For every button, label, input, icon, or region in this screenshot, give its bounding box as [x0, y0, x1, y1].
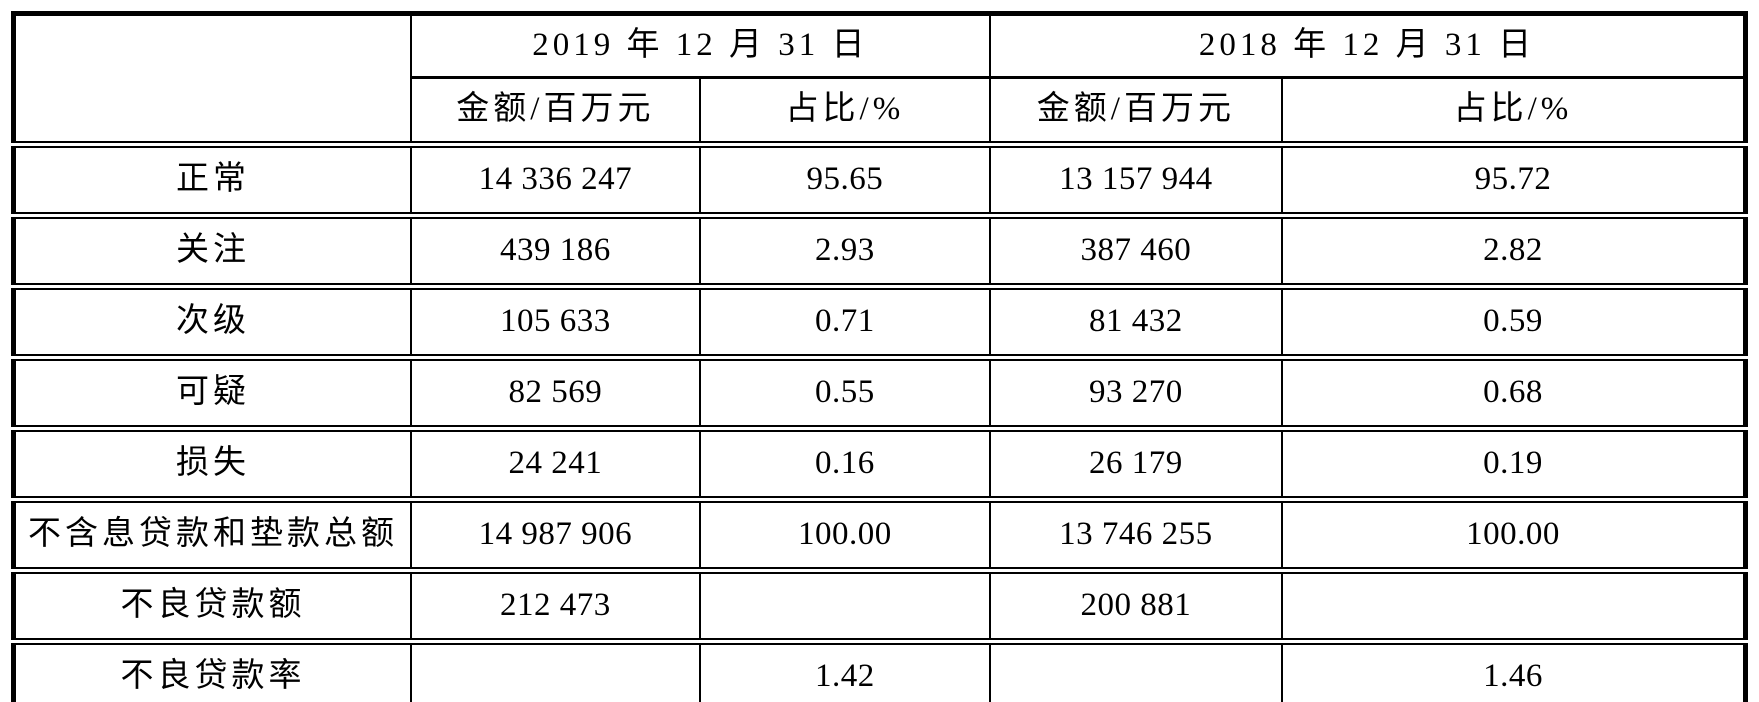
cell-amount-2019: 105 633 — [409, 283, 701, 359]
header-year-2018: 2018 年 12 月 31 日 — [988, 12, 1747, 79]
cell-pct-2018: 2.82 — [1280, 212, 1747, 288]
header-amount-2019: 金额/百万元 — [409, 76, 701, 146]
cell-amount-2019: 82 569 — [409, 354, 701, 430]
cell-pct-2019: 0.16 — [698, 425, 991, 501]
cell-pct-2019 — [698, 567, 991, 643]
table-row-doubtful: 可疑 82 569 0.55 93 270 0.68 — [12, 354, 1747, 430]
cell-amount-2019: 439 186 — [409, 212, 701, 288]
corner-cell — [12, 12, 412, 146]
cell-amount-2019: 14 336 247 — [409, 141, 701, 217]
loan-classification-table: 2019 年 12 月 31 日 2018 年 12 月 31 日 金额/百万元… — [11, 11, 1748, 702]
table-row-total-loans: 不含息贷款和垫款总额 14 987 906 100.00 13 746 255 … — [12, 496, 1747, 572]
cell-pct-2018: 100.00 — [1280, 496, 1747, 572]
cell-amount-2018: 93 270 — [988, 354, 1283, 430]
header-pct-2019: 占比/% — [698, 76, 991, 146]
table-row-substandard: 次级 105 633 0.71 81 432 0.59 — [12, 283, 1747, 359]
row-label: 次级 — [12, 283, 412, 359]
cell-pct-2019: 1.42 — [698, 638, 991, 702]
cell-pct-2018: 0.68 — [1280, 354, 1747, 430]
cell-pct-2019: 100.00 — [698, 496, 991, 572]
header-row-years: 2019 年 12 月 31 日 2018 年 12 月 31 日 — [12, 12, 1747, 146]
row-label: 不良贷款率 — [12, 638, 412, 702]
row-label: 不含息贷款和垫款总额 — [12, 496, 412, 572]
cell-pct-2019: 0.71 — [698, 283, 991, 359]
cell-amount-2018: 26 179 — [988, 425, 1283, 501]
table-row-loss: 损失 24 241 0.16 26 179 0.19 — [12, 425, 1747, 501]
cell-amount-2018: 387 460 — [988, 212, 1283, 288]
cell-amount-2018: 13 746 255 — [988, 496, 1283, 572]
cell-pct-2019: 95.65 — [698, 141, 991, 217]
header-row-measures: 金额/百万元 占比/% 金额/百万元 占比/% — [14, 76, 1747, 146]
table-row-npl-ratio: 不良贷款率 1.42 1.46 — [12, 638, 1747, 702]
cell-pct-2018: 1.46 — [1280, 638, 1747, 702]
header-amount-2018: 金额/百万元 — [988, 76, 1283, 146]
cell-pct-2019: 0.55 — [698, 354, 991, 430]
cell-pct-2018 — [1280, 567, 1747, 643]
row-label: 损失 — [12, 425, 412, 501]
cell-amount-2019: 212 473 — [409, 567, 701, 643]
cell-pct-2018: 95.72 — [1280, 141, 1747, 217]
header-year-2019: 2019 年 12 月 31 日 — [409, 12, 991, 79]
row-label: 关注 — [12, 212, 412, 288]
row-label: 正常 — [12, 141, 412, 217]
cell-amount-2018: 13 157 944 — [988, 141, 1283, 217]
cell-amount-2018: 81 432 — [988, 283, 1283, 359]
cell-pct-2019: 2.93 — [698, 212, 991, 288]
table-row-npl-amount: 不良贷款额 212 473 200 881 — [12, 567, 1747, 643]
cell-amount-2018 — [988, 638, 1283, 702]
cell-amount-2019 — [409, 638, 701, 702]
cell-amount-2018: 200 881 — [988, 567, 1283, 643]
cell-amount-2019: 14 987 906 — [409, 496, 701, 572]
header-pct-2018: 占比/% — [1280, 76, 1747, 146]
row-label: 可疑 — [12, 354, 412, 430]
table-row-special-mention: 关注 439 186 2.93 387 460 2.82 — [12, 212, 1747, 288]
cell-pct-2018: 0.59 — [1280, 283, 1747, 359]
cell-pct-2018: 0.19 — [1280, 425, 1747, 501]
cell-amount-2019: 24 241 — [409, 425, 701, 501]
table-row-normal: 正常 14 336 247 95.65 13 157 944 95.72 — [12, 141, 1747, 217]
row-label: 不良贷款额 — [12, 567, 412, 643]
